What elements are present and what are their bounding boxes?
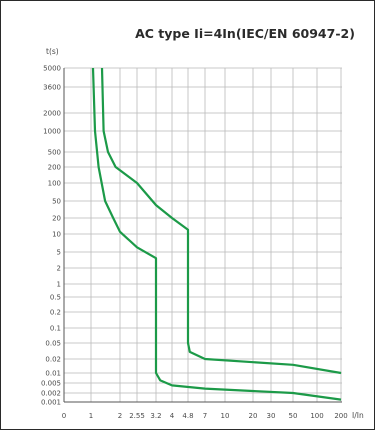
y-tick-label: 3600: [43, 84, 61, 92]
y-tick-label: 2000: [43, 110, 61, 118]
y-tick-label: 0.005: [41, 380, 61, 388]
y-tick-label: 0.5: [50, 294, 61, 302]
x-tick-label: 2.55: [129, 412, 145, 420]
x-tick-label: 4: [170, 412, 175, 420]
x-axis-label: I/In: [352, 411, 364, 420]
y-tick-label: 0.1: [50, 325, 61, 333]
x-tick-label: 7: [203, 412, 207, 420]
y-tick-label: 1000: [43, 128, 61, 136]
x-tick-label: 4.8: [182, 412, 193, 420]
y-tick-label: 0.2: [50, 309, 61, 317]
y-tick-label: 5000: [43, 65, 61, 73]
x-tick-label: 0: [62, 412, 66, 420]
y-tick-label: 10: [52, 231, 61, 239]
y-tick-label: 2: [57, 265, 61, 273]
lower-trip-curve: [91, 67, 342, 401]
y-tick-label: 200: [48, 164, 61, 172]
y-tick-label: 1: [57, 281, 61, 289]
chart-title: AC type Ii=4In(IEC/EN 60947-2): [135, 26, 355, 41]
upper-trip-curve: [100, 67, 342, 375]
x-tick-label: 2: [118, 412, 122, 420]
y-tick-label: 100: [48, 180, 61, 188]
y-tick-label: 0.05: [45, 340, 61, 348]
x-tick-label: 1: [89, 412, 93, 420]
y-tick-label: 500: [48, 149, 61, 157]
x-tick-label: 30: [267, 412, 276, 420]
y-tick-label: 0.01: [45, 370, 61, 378]
y-tick-label: 50: [52, 198, 61, 206]
x-tick-label: 50: [289, 412, 298, 420]
x-tick-label: 100: [310, 412, 323, 420]
x-tick-label: 200: [334, 412, 347, 420]
y-tick-label: 0.002: [41, 390, 61, 398]
y-tick-label: 0.001: [41, 399, 61, 407]
x-tick-label: 20: [249, 412, 258, 420]
x-tick-label: 3.2: [150, 412, 161, 420]
y-tick-label: 5: [57, 249, 61, 257]
x-tick-label: 10: [221, 412, 230, 420]
y-tick-label: 20: [52, 215, 61, 223]
y-axis-label: t(s): [46, 47, 59, 56]
y-tick-label: 0.02: [45, 356, 61, 364]
